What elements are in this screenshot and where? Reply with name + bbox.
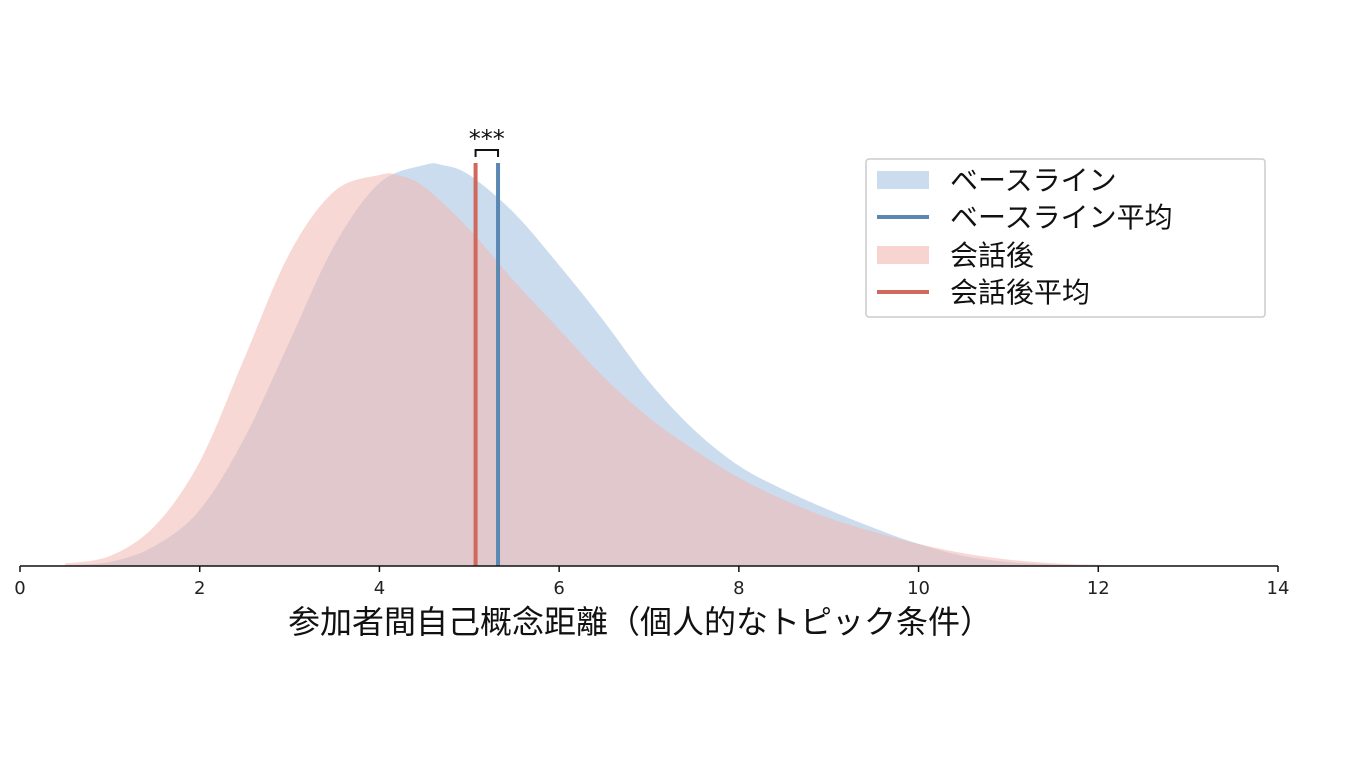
- x-axis: 0 2 4 6 8 10 12 14: [14, 565, 1290, 599]
- x-tick-label: 0: [14, 578, 25, 599]
- x-tick-label: 10: [907, 578, 930, 599]
- legend-frame: [865, 158, 1266, 318]
- legend-label: 会話後: [950, 239, 1034, 272]
- x-tick-label: 14: [1267, 578, 1290, 599]
- significance-bracket-line: [474, 149, 500, 157]
- x-tick-label: 12: [1087, 578, 1110, 599]
- x-tick-label: 4: [374, 578, 385, 599]
- x-tick-label: 8: [733, 578, 744, 599]
- x-axis-label: 参加者間自己概念距離（個人的なトピック条件）: [288, 603, 992, 641]
- significance-label: ***: [469, 125, 505, 153]
- density-layer: [64, 163, 1144, 567]
- mean-lines: [473, 163, 501, 566]
- legend-swatch: [877, 246, 929, 264]
- x-tick-label: 6: [553, 578, 564, 599]
- significance-bracket: ***: [469, 125, 505, 157]
- legend-label: ベースライン: [950, 164, 1117, 197]
- density-area-2: [64, 173, 1144, 567]
- legend-swatch: [877, 171, 929, 189]
- legend-label: ベースライン平均: [950, 201, 1173, 234]
- x-tick-label: 2: [194, 578, 205, 599]
- legend-label: 会話後平均: [950, 276, 1090, 309]
- plot-area: ***: [64, 125, 1144, 567]
